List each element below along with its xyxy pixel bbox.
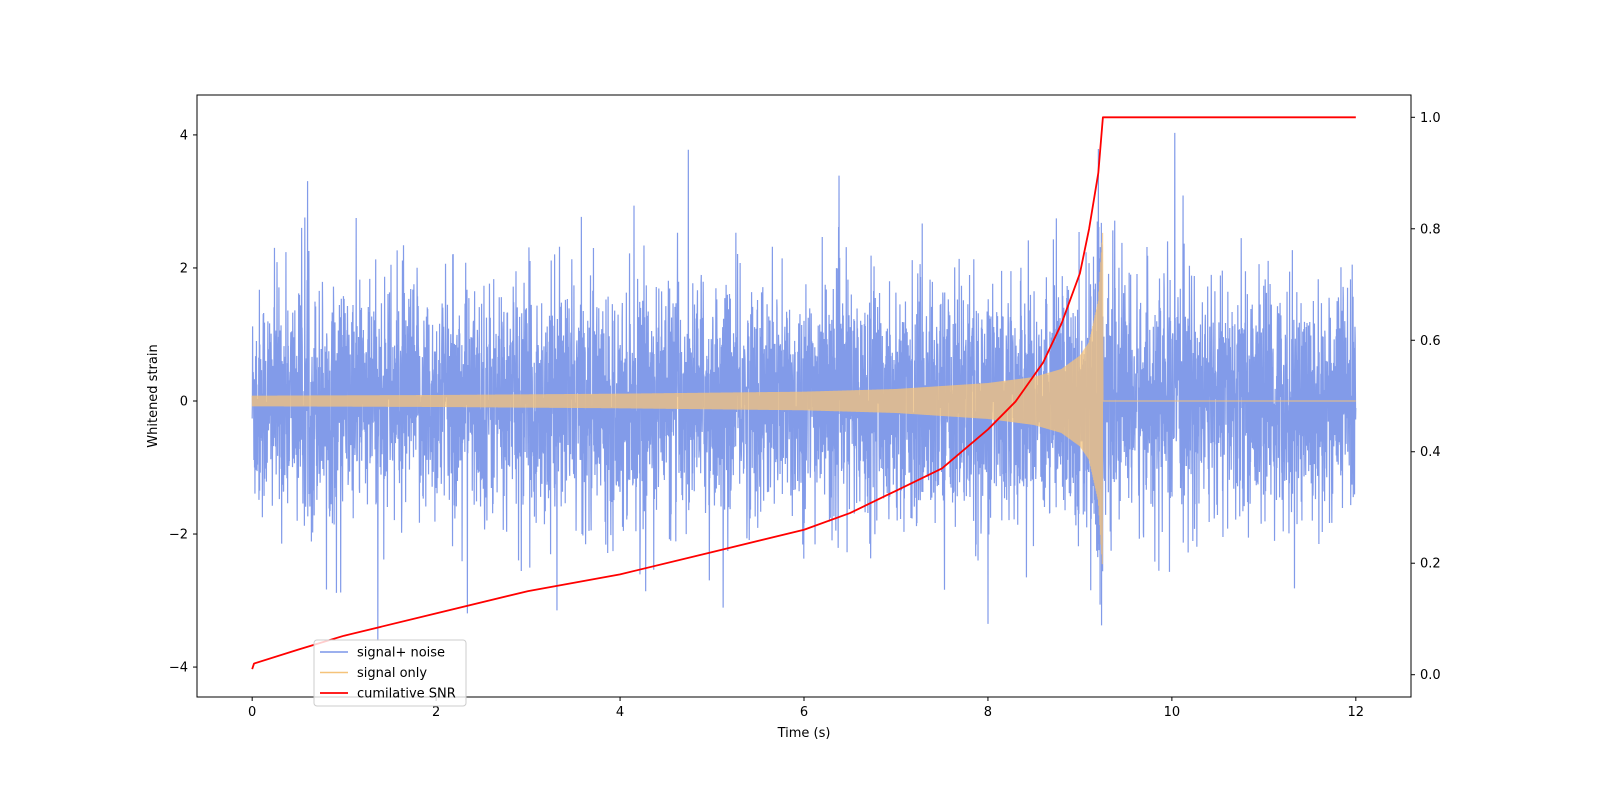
y2-tick-label: 0.8 bbox=[1420, 222, 1441, 237]
y2-tick-label: 0.6 bbox=[1420, 334, 1441, 349]
legend-item: signal only bbox=[320, 666, 427, 681]
series-signal-only-line bbox=[251, 232, 1356, 565]
y-axis-left: −4 −2 0 2 4 bbox=[169, 128, 197, 676]
y2-tick-label: 0.2 bbox=[1420, 557, 1441, 572]
y-tick-label: 0 bbox=[180, 394, 188, 409]
x-tick-label: 10 bbox=[1164, 705, 1181, 720]
x-tick-label: 12 bbox=[1348, 705, 1365, 720]
x-axis-label: Time (s) bbox=[777, 726, 831, 741]
x-tick-label: 6 bbox=[800, 705, 808, 720]
y-axis-label: Whitened strain bbox=[146, 344, 161, 447]
x-tick-label: 8 bbox=[984, 705, 992, 720]
y2-tick-label: 1.0 bbox=[1420, 111, 1441, 126]
series-cumulative-snr-line bbox=[251, 116, 1356, 670]
legend-box bbox=[313, 639, 467, 707]
x-tick-label: 0 bbox=[248, 705, 256, 720]
y-axis-right: 0.0 0.2 0.4 0.6 0.8 1.0 bbox=[1411, 111, 1441, 683]
y2-tick-label: 0.4 bbox=[1420, 445, 1441, 460]
legend-item: cumilative SNR bbox=[320, 687, 456, 702]
y-tick-label: 4 bbox=[180, 128, 188, 143]
series-signal-plus-noise-line bbox=[251, 132, 1357, 641]
legend: signal+ noise signal only cumilative SNR bbox=[313, 639, 467, 707]
x-tick-label: 2 bbox=[432, 705, 440, 720]
x-tick-label: 4 bbox=[616, 705, 624, 720]
y-tick-label: −4 bbox=[169, 661, 188, 676]
series-layer bbox=[251, 116, 1357, 670]
y-tick-label: 2 bbox=[180, 261, 188, 276]
y-tick-label: −2 bbox=[169, 528, 188, 543]
legend-label: signal only bbox=[357, 666, 427, 681]
legend-label: cumilative SNR bbox=[357, 687, 456, 702]
legend-label: signal+ noise bbox=[357, 646, 445, 661]
legend-item: signal+ noise bbox=[320, 646, 445, 661]
y2-tick-label: 0.0 bbox=[1420, 668, 1441, 683]
